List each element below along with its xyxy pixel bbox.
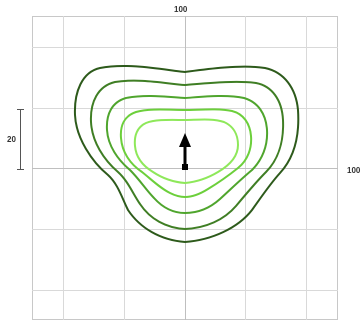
contour-line-5 [133, 118, 240, 185]
contour-line-1 [73, 65, 300, 244]
contour-line-3 [105, 94, 269, 215]
contour-line-4 [119, 108, 253, 199]
top-value-label: 100 [174, 5, 188, 14]
arrow-up-icon [179, 133, 191, 170]
contour-line-2 [89, 79, 285, 231]
scale-value-label: 20 [7, 135, 16, 144]
scale-bar [17, 109, 24, 170]
right-value-label: 100 [347, 166, 360, 175]
